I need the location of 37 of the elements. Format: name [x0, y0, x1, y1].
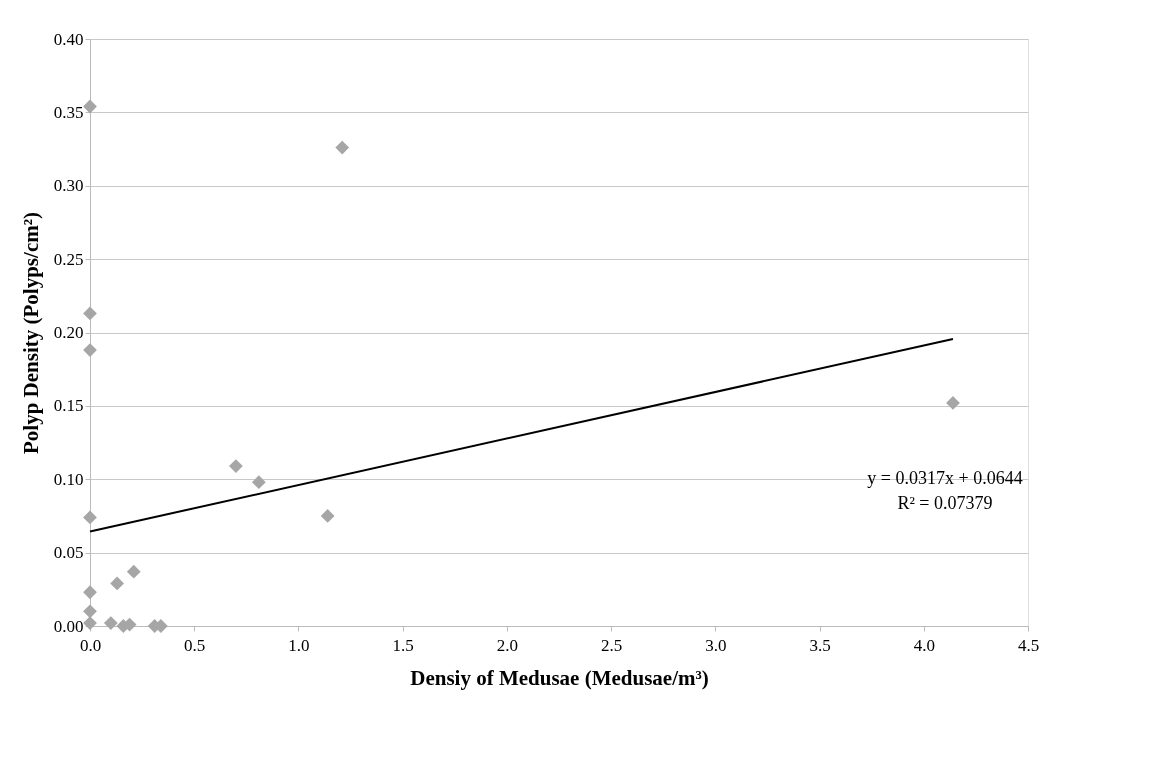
point — [83, 604, 97, 619]
x-tick-label: 4.0 — [913, 635, 935, 655]
point — [126, 564, 141, 579]
x-tick-label: 1.0 — [288, 635, 310, 655]
point — [229, 459, 243, 473]
y-tick-label: 0.30 — [53, 176, 84, 196]
annotation: y = 0.0317x + 0.0644 — [867, 468, 1023, 488]
x-tick-label: 2.0 — [496, 635, 519, 655]
y-tick-label: 0.40 — [53, 29, 84, 49]
point — [83, 99, 97, 114]
point — [83, 306, 97, 321]
x-tick-label: 2.5 — [600, 635, 623, 655]
y-tick-label: 0.35 — [53, 102, 84, 122]
y-tick-label: 0.05 — [53, 543, 84, 563]
point — [103, 616, 118, 630]
y-tick-label: 0.00 — [53, 616, 84, 636]
point — [83, 585, 97, 600]
x-tick-label: 0.5 — [184, 635, 206, 655]
point — [83, 616, 97, 630]
x-tick-label: 1.5 — [392, 635, 414, 655]
y-axis-title: Polyp Density (Polyps/cm²) — [18, 212, 43, 454]
point — [320, 509, 335, 523]
y-tick-label: 0.15 — [53, 396, 84, 416]
x-tick-label: 0.0 — [79, 635, 102, 655]
point — [251, 475, 266, 490]
point — [83, 510, 97, 525]
point — [83, 343, 97, 357]
y-tick-label: 0.10 — [53, 469, 84, 489]
x-axis-title: Densiy of Medusae (Medusae/m³) — [410, 665, 709, 690]
x-tick-label: 3.5 — [809, 635, 831, 655]
x-tick-label: 4.5 — [1017, 635, 1040, 655]
y-tick-label: 0.25 — [53, 249, 84, 269]
annotation: R² = 0.07379 — [897, 493, 993, 513]
point — [335, 140, 350, 155]
y-tick-label: 0.20 — [53, 323, 84, 342]
point — [110, 576, 124, 591]
x-tick-label: 3.0 — [705, 635, 727, 655]
